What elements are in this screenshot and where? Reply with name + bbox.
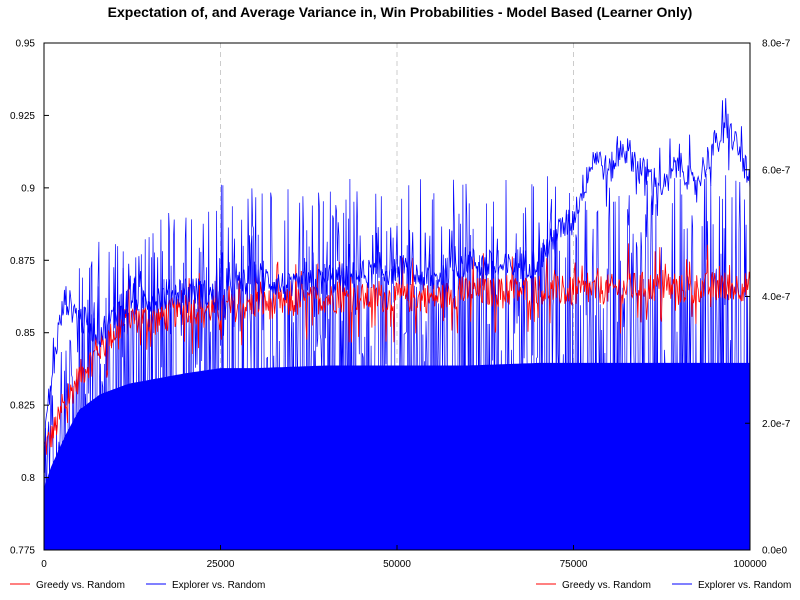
y-tick-label-2: 0.825 — [10, 401, 35, 412]
y2-tick-label-2: 4.0e-7 — [762, 292, 791, 303]
y-tick-label-6: 0.925 — [10, 111, 35, 122]
legend-left-label-0: Greedy vs. Random — [36, 580, 125, 591]
y2-tick-label-0: 0.0e0 — [762, 546, 787, 557]
y-axis-right: 0.0e0 2.0e-7 4.0e-7 6.0e-7 8.0e-7 — [745, 39, 791, 557]
x-tick-label-2: 50000 — [383, 559, 411, 570]
y-tick-label-5: 0.9 — [21, 183, 35, 194]
legend-right-label-1: Explorer vs. Random — [698, 580, 791, 591]
y-tick-label-4: 0.875 — [10, 256, 35, 267]
y-tick-label-1: 0.8 — [21, 473, 35, 484]
x-tick-label-0: 0 — [41, 559, 47, 570]
series-line-1 — [43, 98, 751, 473]
x-tick-label-4: 100000 — [733, 559, 767, 570]
y2-tick-label-4: 8.0e-7 — [762, 39, 791, 50]
legend-right: Greedy vs. Random Explorer vs. Random — [536, 580, 791, 591]
legend-right-label-0: Greedy vs. Random — [562, 580, 651, 591]
legend-left-label-1: Explorer vs. Random — [172, 580, 265, 591]
y2-tick-label-3: 6.0e-7 — [762, 165, 791, 176]
series-layer — [43, 98, 751, 473]
y-axis-left: 0.775 0.8 0.825 0.85 0.875 0.9 0.925 0.95 — [10, 39, 49, 557]
x-axis: 0 25000 50000 75000 100000 — [41, 545, 767, 570]
y-tick-label-3: 0.85 — [16, 328, 36, 339]
chart-title: Expectation of, and Average Variance in,… — [107, 4, 693, 20]
legend-left: Greedy vs. Random Explorer vs. Random — [10, 580, 265, 591]
y-tick-label-7: 0.95 — [16, 39, 36, 50]
x-tick-label-3: 75000 — [560, 559, 588, 570]
x-tick-label-1: 25000 — [207, 559, 235, 570]
y-tick-label-0: 0.775 — [10, 546, 35, 557]
y2-tick-label-1: 2.0e-7 — [762, 419, 791, 430]
series-line-3 — [43, 173, 751, 543]
